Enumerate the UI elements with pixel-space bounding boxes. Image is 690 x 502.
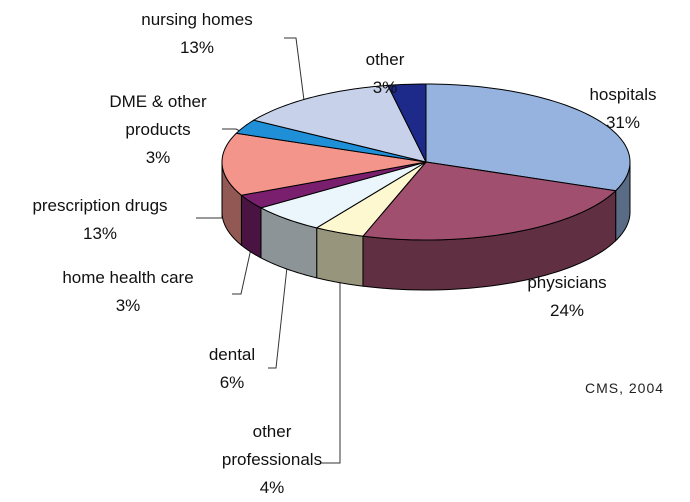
category-label: prescription drugs <box>32 196 168 215</box>
value-label: 6% <box>219 373 245 392</box>
leader-line <box>196 176 223 219</box>
value-label: 31% <box>605 113 641 132</box>
category-label: dental <box>208 345 256 364</box>
value-label: 24% <box>549 301 585 320</box>
slice <box>425 83 631 192</box>
slice-label: DME & other products 3% <box>102 88 214 172</box>
value-label: 3% <box>115 296 141 315</box>
slice <box>259 161 427 229</box>
category-label: nursing homes <box>141 10 253 29</box>
slice-label: nursing homes 13% <box>141 6 253 62</box>
value-label: 4% <box>259 478 285 497</box>
slice-label: dental 6% <box>209 341 255 397</box>
leader-line <box>320 266 341 464</box>
category-label: DME & other products <box>109 92 207 139</box>
value-label: 3% <box>372 78 398 97</box>
slice <box>315 161 427 237</box>
slice-label: other professionals 4% <box>210 418 335 502</box>
slice <box>361 161 617 241</box>
category-label: other professionals <box>221 422 323 469</box>
slice-label: physicians 24% <box>527 269 606 325</box>
slice-label: home health care 3% <box>62 264 193 320</box>
slice <box>386 83 427 163</box>
slice-label: hospitals 31% <box>589 81 656 137</box>
leader-lines <box>196 37 341 464</box>
category-label: home health care <box>62 268 194 287</box>
slice-label: other 3% <box>366 46 405 102</box>
category-label: other <box>365 50 405 69</box>
category-label: hospitals <box>589 85 657 104</box>
value-label: 13% <box>179 38 215 57</box>
source-note: CMS, 2004 <box>585 380 665 396</box>
slice-side <box>316 227 364 287</box>
slice <box>221 132 427 196</box>
slice <box>240 161 427 209</box>
leader-line <box>232 243 253 295</box>
slice <box>252 84 427 163</box>
value-label: 3% <box>145 148 171 167</box>
slice-label: prescription drugs 13% <box>32 192 167 248</box>
value-label: 13% <box>82 224 118 243</box>
leader-line <box>284 37 307 117</box>
leader-line <box>268 257 289 369</box>
slice <box>235 119 427 163</box>
category-label: physicians <box>527 273 607 292</box>
